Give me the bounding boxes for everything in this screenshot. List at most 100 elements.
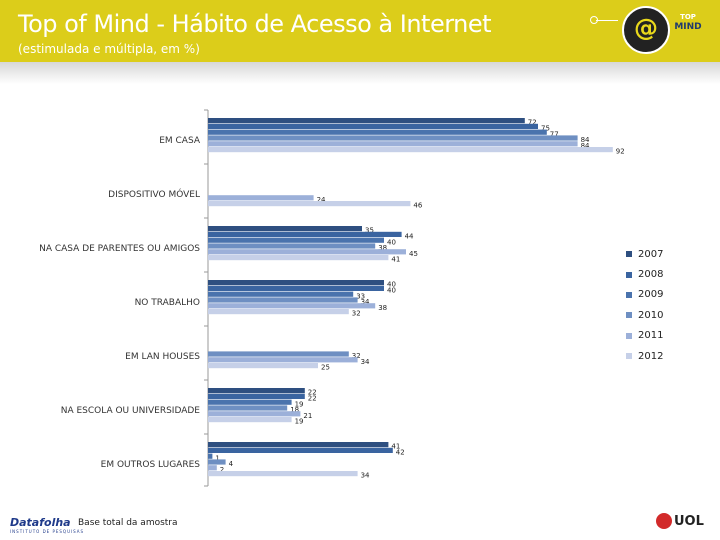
page-subtitle: (estimulada e múltipla, em %): [18, 42, 200, 56]
legend-item-2010: 2010: [626, 305, 663, 325]
bar-2010: [208, 459, 226, 465]
decorative-line: [596, 20, 618, 21]
value-label: 34: [361, 358, 370, 366]
bar-2011: [208, 195, 314, 201]
legend-label: 2010: [638, 309, 664, 321]
bar-2008: [208, 447, 393, 453]
bar-2008: [208, 393, 305, 399]
bar-2009: [208, 291, 354, 297]
bar-2012: [208, 471, 358, 477]
value-label: 41: [391, 256, 400, 264]
at-sign-icon: @: [634, 14, 658, 42]
value-label: 32: [352, 352, 361, 360]
bar-2011: [208, 465, 217, 471]
value-label: 92: [616, 148, 625, 156]
category-label: NA ESCOLA OU UNIVERSIDADE: [61, 406, 201, 416]
bar-2008: [208, 285, 384, 291]
value-label: 84: [581, 136, 590, 144]
value-label: 24: [317, 196, 326, 204]
value-label: 75: [541, 125, 550, 133]
bar-2010: [208, 243, 376, 249]
bar-2008: [208, 123, 538, 129]
value-label: 4: [229, 460, 234, 468]
value-label: 34: [361, 298, 370, 306]
value-label: 22: [308, 395, 317, 403]
value-label: 38: [378, 244, 387, 252]
value-label: 84: [581, 142, 590, 150]
bar-2012: [208, 417, 292, 423]
value-label: 45: [409, 250, 418, 258]
bar-2007: [208, 442, 389, 448]
value-label: 46: [413, 202, 422, 210]
value-label: 72: [528, 119, 537, 127]
value-label: 41: [391, 443, 400, 451]
value-label: 32: [352, 310, 361, 318]
legend-label: 2011: [638, 330, 664, 342]
category-label: EM OUTROS LUGARES: [101, 460, 201, 470]
legend-swatch: [626, 291, 632, 298]
legend-label: 2008: [638, 269, 664, 281]
bar-2010: [208, 135, 578, 141]
uol-logo-text: UOL: [674, 514, 704, 529]
header-shadow-band: [0, 62, 720, 84]
value-label: 33: [356, 292, 365, 300]
value-label: 35: [365, 227, 374, 235]
bar-2010: [208, 351, 349, 357]
bar-2010: [208, 297, 358, 303]
legend-swatch: [626, 312, 632, 319]
bar-2011: [208, 303, 376, 309]
value-label: 77: [550, 130, 559, 138]
datafolha-logo-sub: INSTITUTO DE PESQUISAS: [10, 529, 85, 534]
bar-2009: [208, 399, 292, 405]
value-label: 21: [303, 412, 312, 420]
bar-2009: [208, 237, 384, 243]
page-title: Top of Mind - Hábito de Acesso à Interne…: [18, 10, 492, 38]
uol-logo-icon: [656, 513, 672, 529]
value-label: 40: [387, 287, 396, 295]
legend-item-2007: 2007: [626, 244, 663, 264]
legend-swatch: [626, 251, 632, 258]
legend-label: 2009: [638, 289, 664, 301]
bar-2009: [208, 453, 213, 459]
legend-item-2009: 2009: [626, 285, 663, 305]
bar-2012: [208, 147, 613, 153]
chart-legend: 2007 2008 2009 2010 2011 2012: [626, 244, 663, 366]
bar-2012: [208, 255, 389, 261]
top-of-mind-logo-text: TOP MIND: [674, 13, 702, 32]
value-label: 40: [387, 238, 396, 246]
category-label: NO TRABALHO: [135, 298, 200, 308]
bar-2007: [208, 226, 362, 232]
value-label: 34: [361, 472, 370, 480]
legend-item-2011: 2011: [626, 326, 663, 346]
value-label: 18: [290, 406, 299, 414]
legend-label: 2007: [638, 248, 664, 260]
legend-swatch: [626, 271, 632, 278]
value-label: 42: [396, 449, 405, 457]
bar-2012: [208, 309, 349, 315]
category-label: DISPOSITIVO MÓVEL: [108, 188, 200, 200]
value-label: 1: [215, 454, 219, 462]
value-label: 40: [387, 281, 396, 289]
bar-2011: [208, 141, 578, 147]
bar-2009: [208, 129, 547, 135]
datafolha-logo: Datafolha: [10, 516, 71, 529]
legend-swatch: [626, 332, 632, 339]
bar-2010: [208, 405, 288, 411]
value-label: 25: [321, 364, 330, 372]
value-label: 22: [308, 389, 317, 397]
bar-2008: [208, 231, 402, 237]
bar-2007: [208, 388, 305, 394]
legend-label: 2012: [638, 350, 664, 362]
value-label: 38: [378, 304, 387, 312]
category-label: EM LAN HOUSES: [125, 352, 200, 362]
value-label: 44: [405, 233, 414, 241]
header-banner: Top of Mind - Hábito de Acesso à Interne…: [0, 0, 720, 62]
legend-item-2012: 2012: [626, 346, 663, 366]
sample-base-note: Base total da amostra: [78, 518, 178, 528]
bar-2011: [208, 357, 358, 363]
value-label: 19: [295, 418, 304, 426]
bar-2007: [208, 118, 525, 124]
value-label: 19: [295, 400, 304, 408]
value-label: 2: [220, 466, 224, 474]
